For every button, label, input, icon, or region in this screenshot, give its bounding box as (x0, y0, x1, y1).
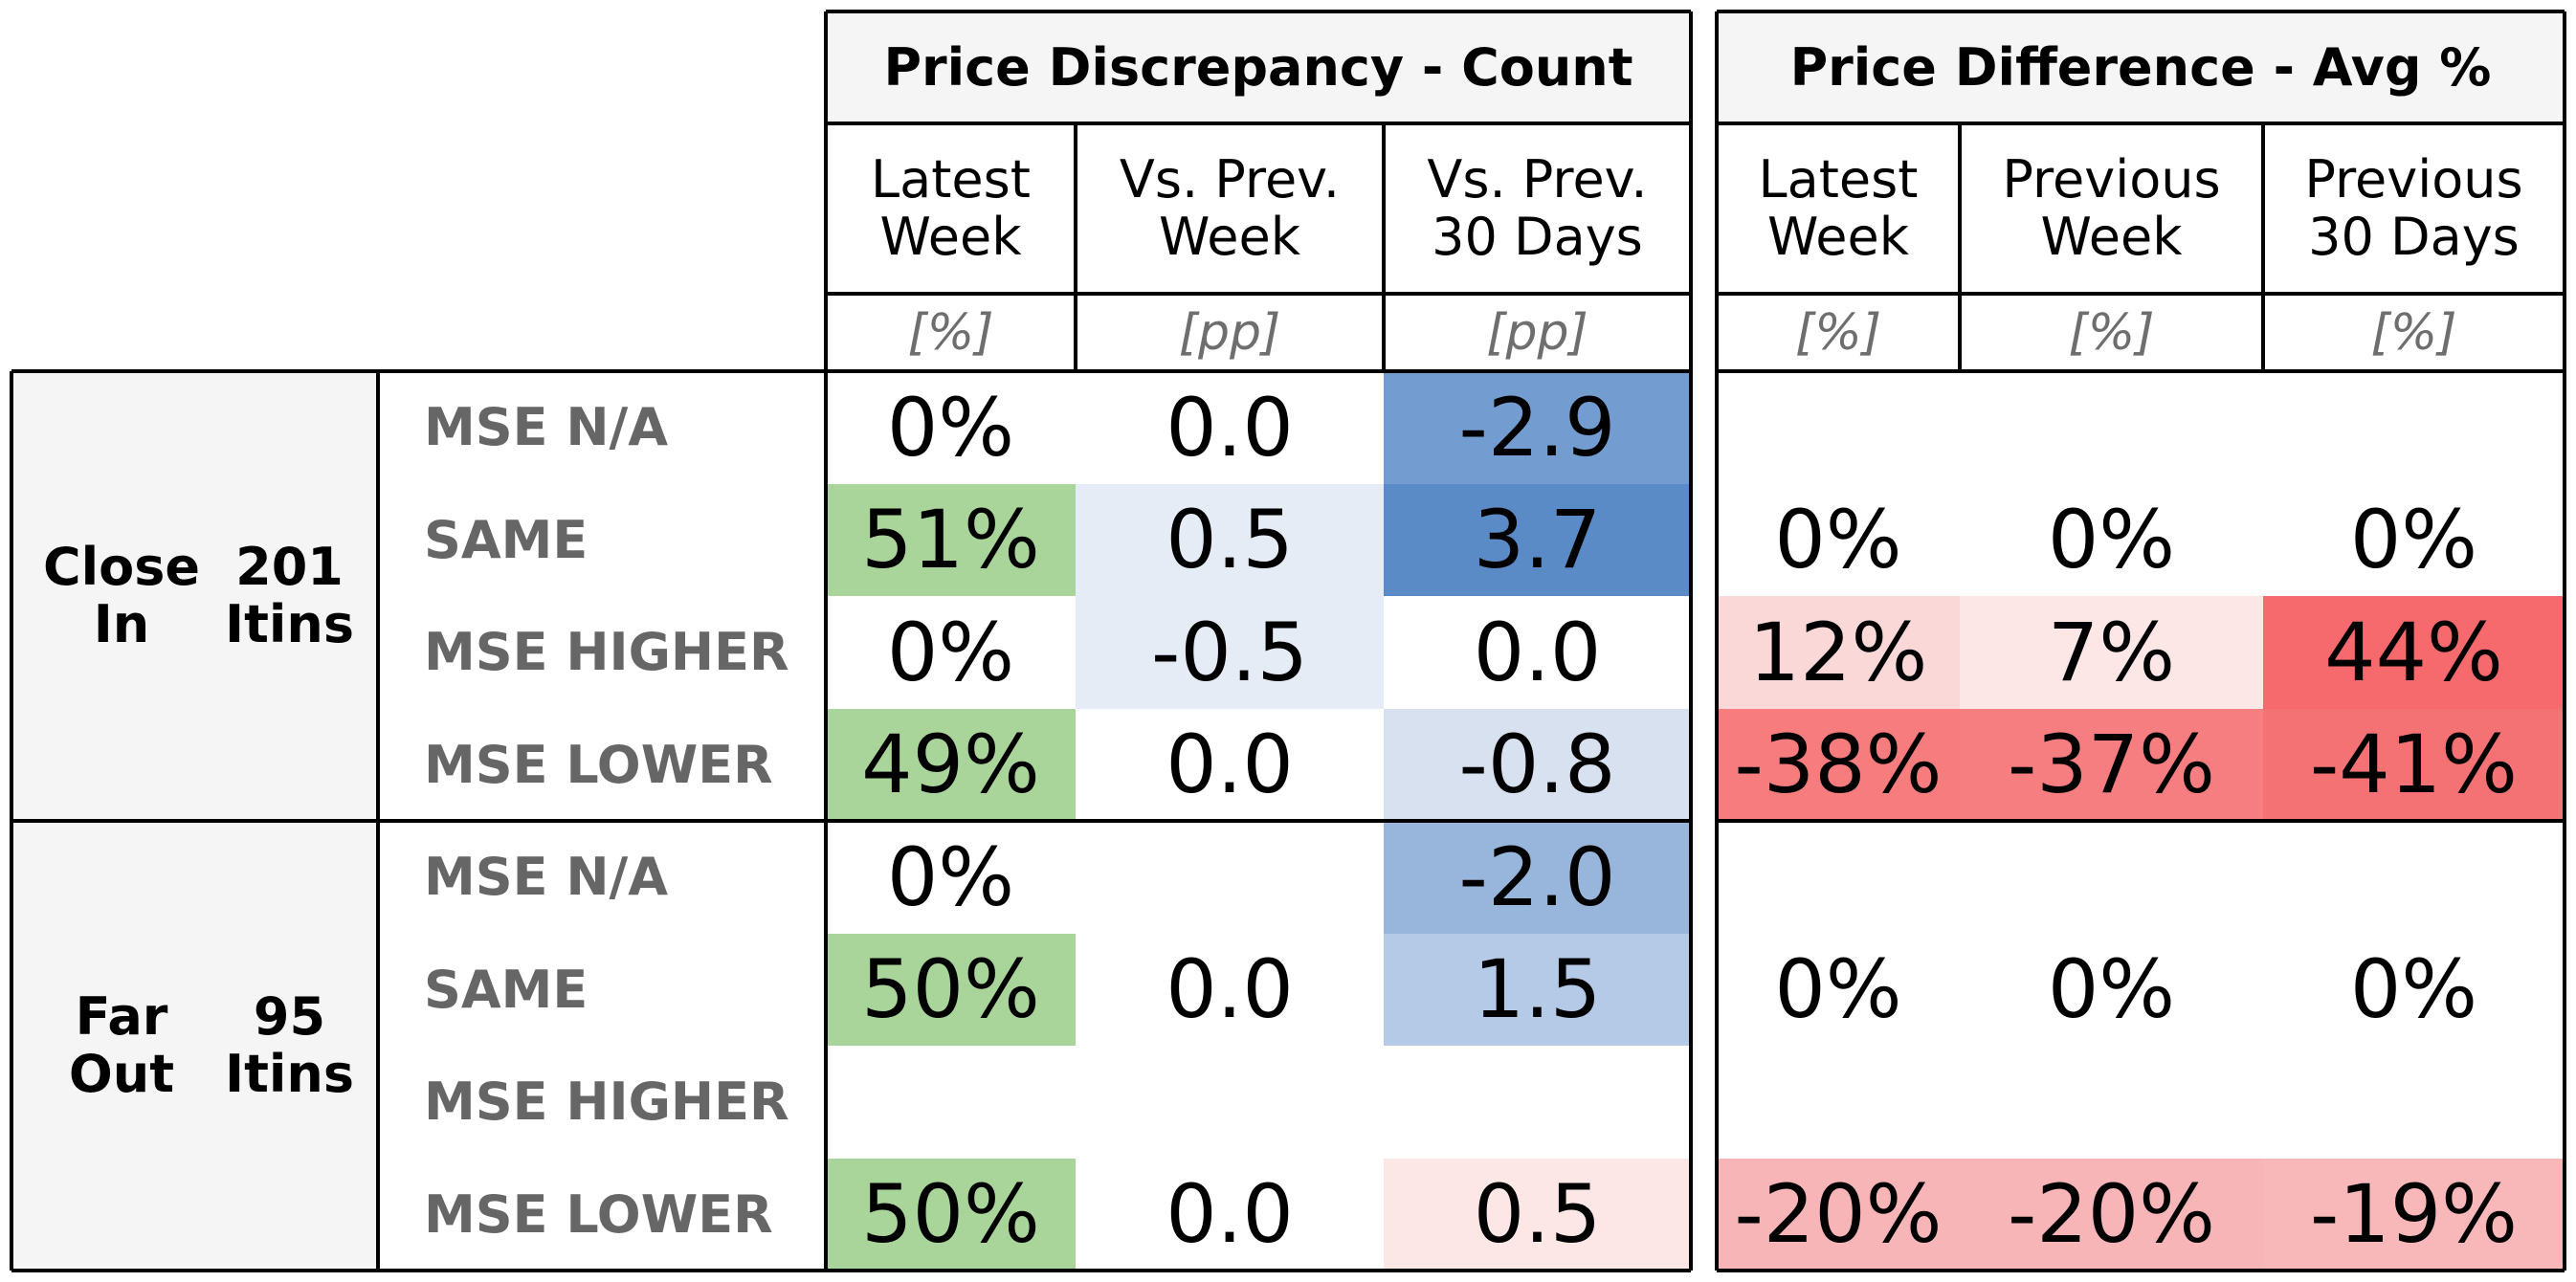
row-label: SAME (424, 509, 588, 570)
table-cell (2263, 821, 2565, 934)
table-cell (1384, 1046, 1691, 1159)
border-line (1958, 123, 1962, 371)
table-cell: -41% (2263, 708, 2565, 821)
column-header: Previous 30 Days (2304, 149, 2523, 267)
table-cell (1076, 1046, 1384, 1159)
table-cell: -37% (1960, 708, 2263, 821)
row-label: MSE N/A (424, 397, 669, 458)
border-line (11, 1269, 1691, 1272)
table-cell: 0% (886, 829, 1015, 924)
table-cell: 0.0 (1166, 942, 1294, 1037)
table-cell: 50% (826, 1158, 1076, 1271)
column-unit: [%] (907, 303, 994, 362)
table-cell: 0% (1774, 942, 1902, 1037)
border-line (1717, 819, 2565, 823)
row-label: SAME (424, 959, 588, 1020)
table-cell (1717, 371, 1960, 484)
table-cell (2263, 1046, 2565, 1159)
table-cell (1717, 821, 1960, 934)
table-cell: 0.5 (1076, 483, 1384, 596)
border-line (1717, 10, 2565, 13)
segment-label-bg (11, 371, 378, 821)
table-cell: 3.7 (1384, 483, 1691, 596)
table-cell: -2.9 (1384, 371, 1691, 484)
table-cell: -0.8 (1384, 708, 1691, 821)
table-cell: 0.0 (1166, 1167, 1294, 1262)
table-cell: 7% (1960, 596, 2263, 709)
table-cell: -0.5 (1076, 596, 1384, 709)
border-line (1382, 123, 1386, 371)
table-cell (826, 1046, 1076, 1159)
column-unit: [%] (2068, 303, 2155, 362)
border-line (1715, 11, 1719, 1271)
table-cell (1960, 371, 2263, 484)
row-label: MSE LOWER (424, 1183, 773, 1245)
table-cell: 51% (826, 483, 1076, 596)
column-unit: [pp] (1178, 303, 1281, 362)
column-unit: [%] (1795, 303, 1881, 362)
border-line (826, 10, 1691, 13)
table-cell (1960, 821, 2263, 934)
segment-itins: 95 Itins (225, 986, 354, 1104)
table-cell: 1.5 (1384, 933, 1691, 1046)
border-line (1074, 123, 1077, 371)
table-cell: -38% (1717, 708, 1960, 821)
group-header: Price Discrepancy - Count (826, 11, 1691, 123)
table-cell: -2.0 (1384, 821, 1691, 934)
border-line (2261, 123, 2265, 371)
table-cell: 0% (2349, 942, 2478, 1037)
border-line (824, 11, 828, 1271)
group-header: Price Difference - Avg % (1717, 11, 2565, 123)
row-label: MSE LOWER (424, 734, 773, 795)
table-cell: 0% (2349, 493, 2478, 587)
table-cell: -20% (1960, 1158, 2263, 1271)
table-cell: 49% (826, 708, 1076, 821)
table-cell (2263, 371, 2565, 484)
border-line (11, 369, 1691, 373)
segment-itins: 201 Itins (225, 537, 354, 654)
table-cell: -20% (1717, 1158, 1960, 1271)
table-cell: 0.0 (1166, 380, 1294, 475)
table-cell: 50% (826, 933, 1076, 1046)
border-line (1717, 122, 2565, 125)
column-header: Previous Week (2002, 149, 2221, 267)
table-cell: 0.0 (1166, 718, 1294, 812)
table-cell: 0% (2047, 493, 2176, 587)
column-header: Latest Week (871, 149, 1031, 267)
border-line (1717, 369, 2565, 373)
column-header: Latest Week (1758, 149, 1919, 267)
table-cell (1717, 1046, 1960, 1159)
table-cell: 0.5 (1384, 1158, 1691, 1271)
segment-name: Far Out (68, 986, 175, 1104)
table-cell: 0.0 (1473, 605, 1602, 699)
table-cell: 12% (1717, 596, 1960, 709)
row-label: MSE HIGHER (424, 1072, 789, 1133)
table-cell: 0% (1774, 493, 1902, 587)
table-cell: 0% (2047, 942, 2176, 1037)
segment-name: Close In (42, 537, 200, 654)
border-line (11, 819, 1691, 823)
column-unit: [%] (2370, 303, 2457, 362)
border-line (826, 292, 1691, 296)
column-header: Vs. Prev. 30 Days (1427, 149, 1648, 267)
border-line (1717, 1269, 2565, 1272)
segment-label-bg (11, 821, 378, 1271)
border-line (2563, 11, 2566, 1271)
table-cell: -19% (2263, 1158, 2565, 1271)
table-cell: 44% (2263, 596, 2565, 709)
border-line (10, 371, 13, 1271)
border-line (826, 122, 1691, 125)
table-cell (1076, 821, 1384, 934)
column-unit: [pp] (1486, 303, 1588, 362)
column-header: Vs. Prev. Week (1119, 149, 1341, 267)
row-label: MSE HIGHER (424, 622, 789, 683)
table-cell: 0% (886, 605, 1015, 699)
border-line (1717, 292, 2565, 296)
row-label: MSE N/A (424, 847, 669, 908)
border-line (1689, 11, 1693, 1271)
table-cell: 0% (886, 380, 1015, 475)
border-line (376, 371, 380, 1271)
table-cell (1960, 1046, 2263, 1159)
